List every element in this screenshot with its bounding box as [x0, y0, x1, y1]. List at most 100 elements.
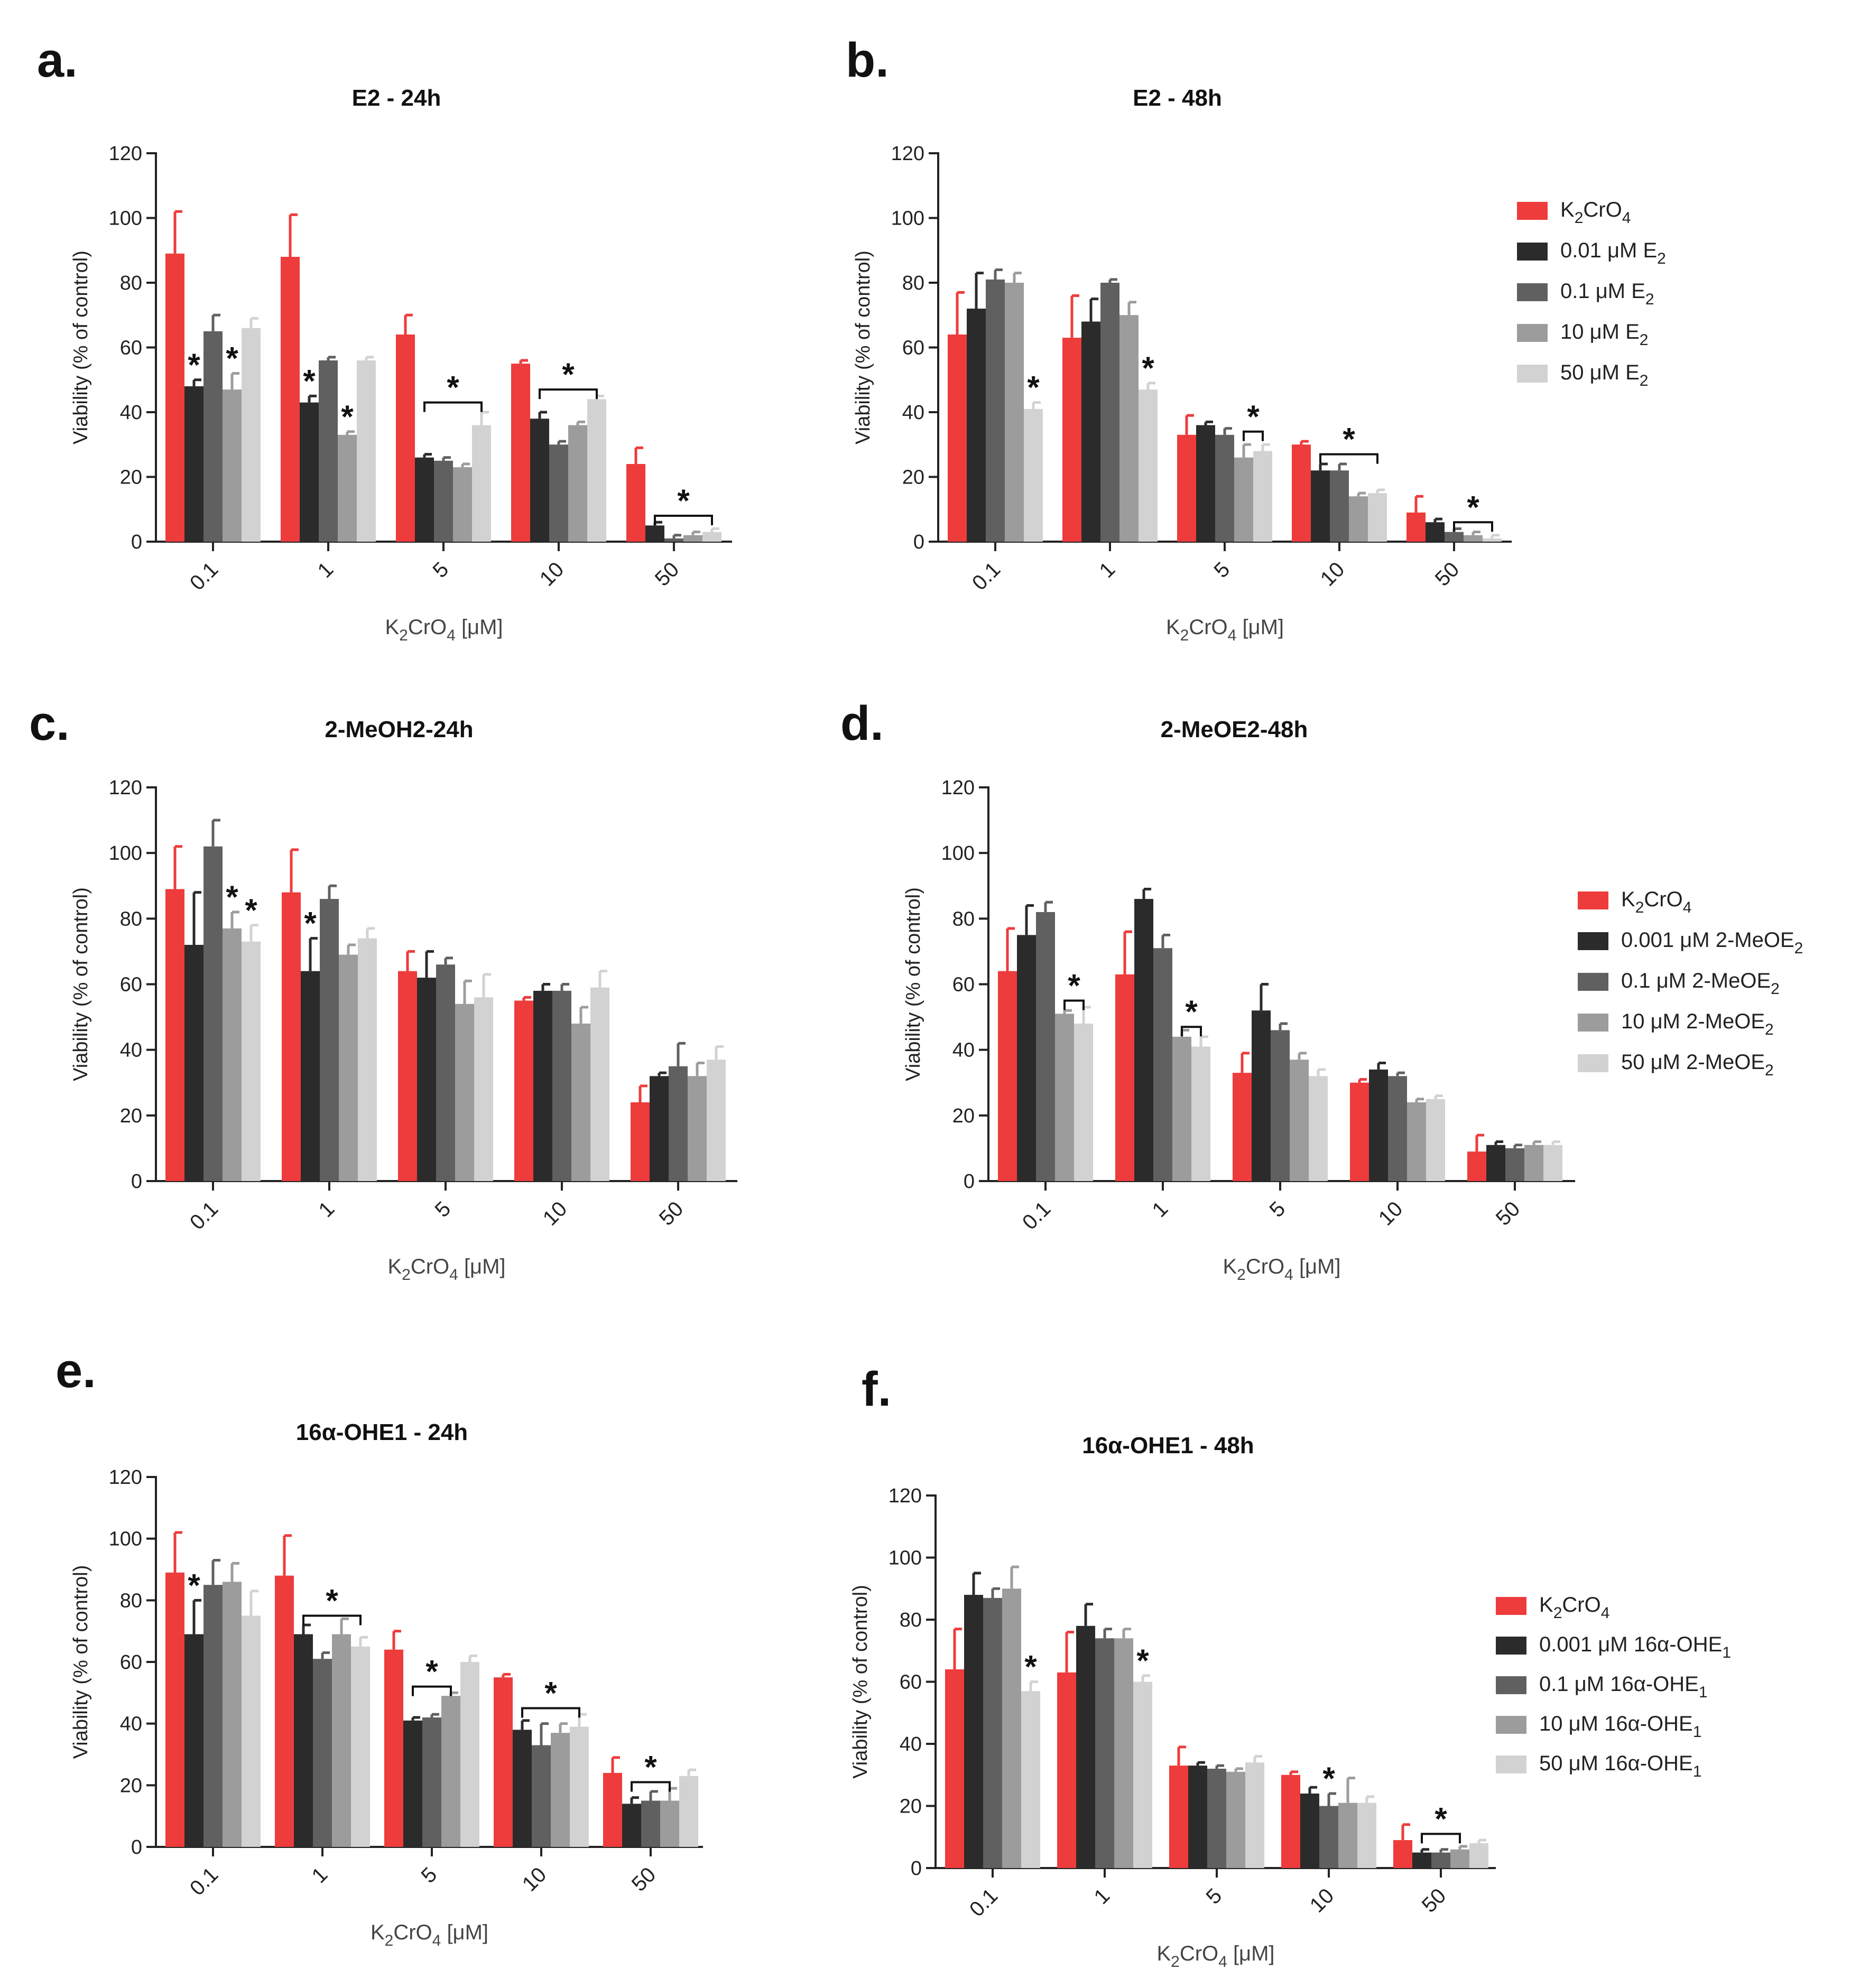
bar: [533, 990, 552, 1181]
significance-star: *: [425, 1654, 438, 1689]
bar: [203, 1585, 223, 1847]
bar: [275, 1575, 294, 1847]
bar: [203, 331, 223, 542]
x-tick-label: 10: [518, 1863, 551, 1896]
chart-legend: K2CrO4 0.001 μM 2-MeOE2 0.1 μM 2-MeOE2 10 μ…: [1578, 888, 1803, 1079]
bar: [223, 389, 242, 542]
bar: [1252, 1010, 1271, 1181]
significance-star: *: [1027, 370, 1040, 405]
significance-star: *: [1136, 1643, 1149, 1678]
bar: [1172, 1036, 1191, 1181]
bar: [339, 954, 358, 1181]
bar: [1153, 948, 1172, 1181]
bar: [1081, 321, 1100, 542]
chart-title: 16α-OHE1 - 24h: [296, 1419, 468, 1445]
significance-star: *: [1467, 489, 1479, 525]
bar: [294, 1634, 313, 1847]
bar: [301, 971, 320, 1181]
y-tick-label: 0: [131, 1170, 142, 1193]
legend-label: 10 μM E2: [1560, 320, 1648, 349]
bar: [319, 360, 338, 542]
legend-swatch: [1496, 1676, 1526, 1694]
bar: [1024, 408, 1043, 542]
x-tick-label: 10: [535, 558, 569, 591]
bar: [436, 964, 455, 1181]
y-tick-label: 80: [120, 272, 142, 294]
bar: [384, 1649, 403, 1847]
bar: [1100, 283, 1119, 542]
x-tick-label: 10: [1316, 558, 1349, 591]
bar: [590, 987, 609, 1181]
bar: [631, 1102, 650, 1181]
bar: [1426, 1099, 1445, 1181]
chart-title: E2 - 48h: [1133, 85, 1222, 111]
significance-bracket: [654, 515, 713, 525]
y-tick-label: 40: [900, 1733, 922, 1755]
x-tick-label: 5: [1265, 1197, 1290, 1222]
bar: [332, 1634, 351, 1847]
bar: [1467, 1151, 1486, 1181]
legend-swatch: [1578, 932, 1608, 950]
bar: [679, 1776, 698, 1847]
significance-star: *: [245, 893, 257, 928]
panel-letter: d.: [840, 696, 884, 750]
legend-swatch: [1578, 1054, 1608, 1072]
x-tick-label: 1: [1090, 1884, 1115, 1909]
bar: [1036, 912, 1055, 1181]
bar: [998, 971, 1017, 1181]
y-tick-label: 20: [120, 467, 142, 489]
x-axis-label: K2CrO4 [μM]: [371, 1921, 488, 1949]
bar: [1021, 1691, 1040, 1868]
y-tick-label: 0: [131, 531, 142, 553]
bar: [1426, 522, 1445, 542]
y-tick-label: 80: [120, 908, 142, 930]
bar: [242, 941, 261, 1181]
x-tick-label: 0.1: [186, 1863, 223, 1900]
bar: [1369, 1069, 1388, 1181]
bar: [1226, 1771, 1245, 1868]
y-tick-label: 40: [902, 402, 924, 424]
bar: [1207, 1769, 1226, 1868]
significance-star: *: [677, 483, 690, 518]
bar: [1169, 1766, 1188, 1868]
legend-swatch: [1496, 1597, 1526, 1615]
bar: [1076, 1625, 1095, 1868]
y-axis-label: Viability (% of control): [70, 887, 92, 1081]
y-axis-label: Viability (% of control): [852, 250, 874, 444]
x-tick-label: 0.1: [186, 558, 223, 594]
bar: [571, 1024, 590, 1181]
y-tick-label: 0: [131, 1836, 142, 1859]
x-tick-label: 50: [1492, 1197, 1525, 1230]
legend-label: K2CrO4: [1560, 198, 1631, 227]
y-tick-label: 100: [109, 1528, 142, 1550]
legend-swatch: [1578, 891, 1608, 909]
y-tick-label: 0: [911, 1857, 922, 1880]
y-tick-label: 20: [120, 1775, 142, 1797]
bar: [223, 928, 242, 1181]
significance-bracket: [1063, 999, 1085, 1010]
significance-star: *: [1142, 350, 1154, 386]
bar: [1095, 1638, 1114, 1868]
panel-letter: c.: [29, 696, 70, 750]
legend-label: 50 μM E2: [1560, 361, 1648, 389]
bar: [351, 1646, 370, 1847]
x-tick-label: 10: [1306, 1884, 1339, 1917]
x-tick-label: 1: [308, 1863, 332, 1888]
bar: [1119, 315, 1139, 542]
legend-label: 50 μM 16α-OHE1: [1539, 1752, 1701, 1780]
significance-bracket: [302, 1614, 362, 1625]
significance-star: *: [326, 1583, 338, 1619]
significance-star: *: [188, 347, 200, 383]
bar: [1349, 496, 1368, 542]
legend-label: 0.001 μM 2-MeOE2: [1621, 928, 1803, 957]
chart-panel-1: a. E2 - 24h 0 20 40 60 80 100 120 Viability (% of…: [37, 33, 732, 644]
bar: [1234, 457, 1253, 542]
x-tick-label: 1: [1148, 1197, 1173, 1222]
bar: [474, 997, 493, 1181]
legend-label: 0.001 μM 16α-OHE1: [1539, 1633, 1731, 1661]
bar: [1406, 512, 1426, 542]
bar: [1464, 535, 1483, 542]
significance-star: *: [226, 879, 238, 915]
y-tick-label: 60: [902, 337, 924, 359]
legend-swatch: [1578, 1014, 1608, 1032]
